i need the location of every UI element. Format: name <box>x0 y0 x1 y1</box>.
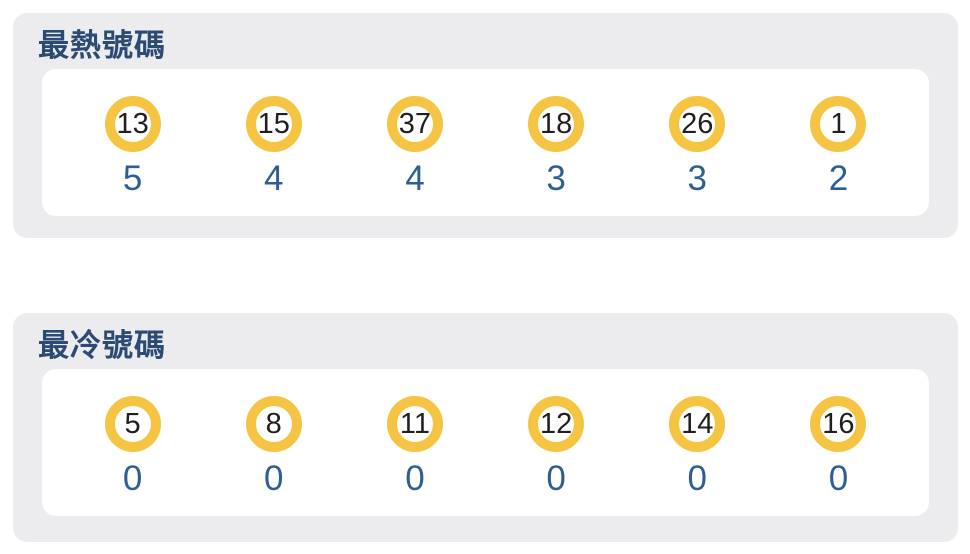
number-stat: 15 4 <box>203 69 344 199</box>
number-stat: 26 3 <box>627 69 768 199</box>
ball-number: 5 <box>124 407 141 440</box>
ball-number: 26 <box>681 107 714 140</box>
lottery-ball-icon: 18 <box>528 96 585 152</box>
ball-number: 16 <box>822 407 855 440</box>
frequency-count: 4 <box>405 159 425 198</box>
ball-number: 18 <box>539 107 573 140</box>
number-stat: 12 0 <box>486 369 627 499</box>
frequency-count: 5 <box>122 159 143 198</box>
hot-numbers-title: 最熱號碼 <box>38 28 166 63</box>
hot-numbers-card: 13 5 15 4 37 4 18 3 26 3 1 2 <box>42 69 929 216</box>
lottery-ball-icon: 37 <box>386 96 443 152</box>
number-stat: 8 0 <box>203 369 344 499</box>
number-stat: 1 2 <box>768 69 909 199</box>
lottery-ball-icon: 12 <box>528 396 585 452</box>
lottery-ball-icon: 11 <box>386 396 443 452</box>
frequency-count: 0 <box>122 459 143 498</box>
lottery-ball-icon: 5 <box>104 396 161 452</box>
number-stat: 14 0 <box>627 369 768 499</box>
lottery-ball-icon: 15 <box>245 96 302 152</box>
lottery-ball-icon: 16 <box>810 396 867 452</box>
frequency-count: 0 <box>405 459 425 498</box>
number-stat: 13 5 <box>62 69 203 199</box>
ball-number: 11 <box>399 407 430 440</box>
number-stat: 16 0 <box>768 369 909 499</box>
frequency-count: 3 <box>687 159 707 198</box>
cold-numbers-title: 最冷號碼 <box>38 328 166 363</box>
cold-numbers-card: 5 0 8 0 11 0 12 0 14 0 16 0 <box>42 369 929 516</box>
ball-number: 1 <box>830 107 847 140</box>
lottery-ball-icon: 8 <box>245 396 302 452</box>
ball-number: 8 <box>265 407 282 440</box>
lottery-ball-icon: 1 <box>810 96 867 152</box>
number-stat: 11 0 <box>344 369 485 499</box>
ball-number: 14 <box>681 407 714 440</box>
ball-number: 15 <box>257 107 290 140</box>
frequency-count: 0 <box>687 459 707 498</box>
number-stat: 18 3 <box>486 69 627 199</box>
hot-numbers-panel: 最熱號碼 13 5 15 4 37 4 18 3 26 3 <box>13 13 958 238</box>
frequency-count: 0 <box>546 459 566 498</box>
ball-number: 13 <box>116 107 149 140</box>
lottery-ball-icon: 26 <box>669 96 726 152</box>
ball-number: 37 <box>398 107 432 140</box>
frequency-count: 2 <box>828 159 849 198</box>
frequency-count: 0 <box>264 459 284 498</box>
frequency-count: 0 <box>828 459 849 498</box>
cold-numbers-panel: 最冷號碼 5 0 8 0 11 0 12 0 14 0 16 <box>13 313 958 542</box>
frequency-count: 3 <box>546 159 566 198</box>
number-stat: 5 0 <box>62 369 203 499</box>
frequency-count: 4 <box>264 159 284 198</box>
number-stat: 37 4 <box>344 69 485 199</box>
lottery-ball-icon: 13 <box>104 96 161 152</box>
lottery-ball-icon: 14 <box>669 396 726 452</box>
ball-number: 12 <box>539 407 573 440</box>
